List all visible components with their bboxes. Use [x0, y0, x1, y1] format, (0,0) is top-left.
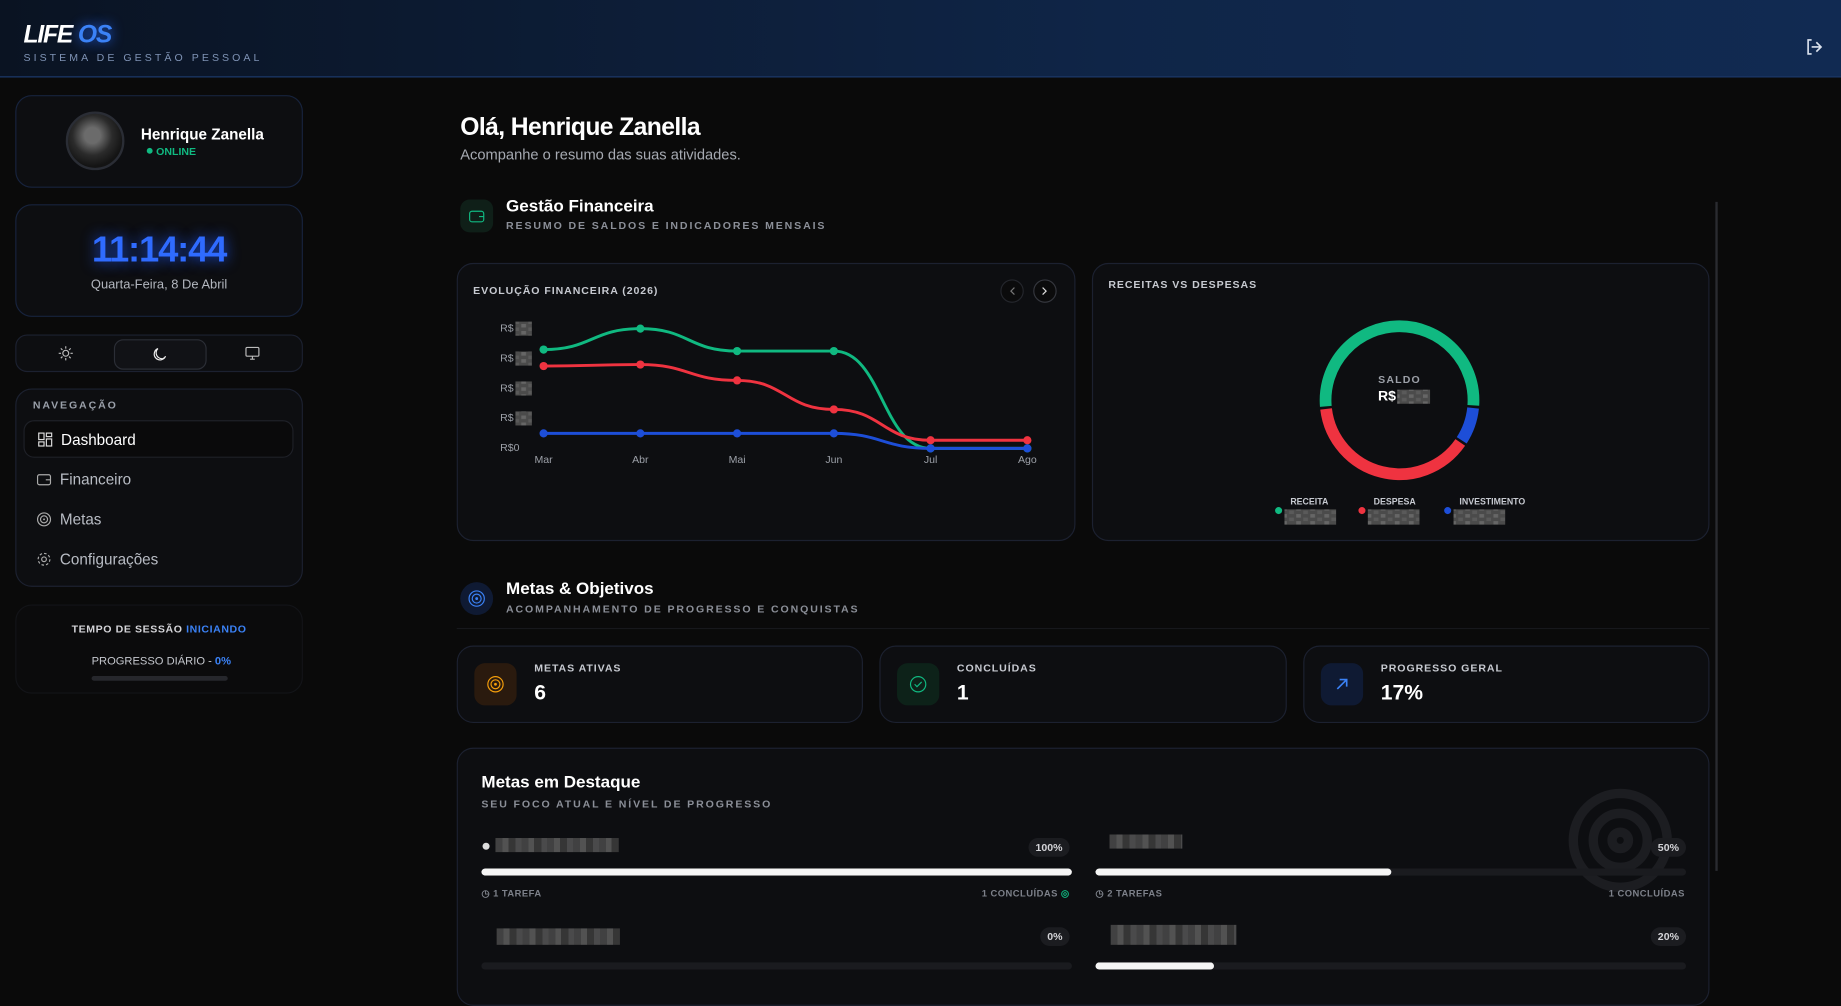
stat-card: PROGRESSO GERAL 17%: [1303, 645, 1710, 723]
stat-icon: [1320, 663, 1364, 706]
goals-subtitle: ACOMPANHAMENTO DE PROGRESSO E CONQUISTAS: [506, 603, 860, 616]
stat-icon: [897, 663, 940, 706]
stat-label: PROGRESSO GERAL: [1380, 661, 1503, 674]
header: LIFE OS SISTEMA DE GESTÃO PESSOAL: [0, 0, 1841, 78]
goal-name: [495, 838, 619, 853]
goal-percent: 0%: [1040, 927, 1070, 947]
goal-percent: 100%: [1028, 838, 1070, 857]
goals-title: Metas & Objetivos: [506, 579, 654, 599]
goal-progress-bar: [1095, 868, 1391, 876]
goal-track: [481, 868, 1072, 876]
finance-icon: [460, 199, 494, 233]
featured-card: Metas em Destaque SEU FOCO ATUAL E NÍVEL…: [456, 747, 1710, 1006]
goals-icon: [460, 582, 494, 616]
goal-name: [1110, 924, 1237, 945]
goal-name: [1109, 834, 1183, 849]
divider: [456, 627, 1710, 630]
stat-label: CONCLUÍDAS: [956, 661, 1037, 674]
goal-track: [481, 962, 1072, 970]
logo-text: LIFE: [23, 21, 73, 49]
nav-item[interactable]: Financeiro: [23, 461, 293, 499]
session: TEMPO DE SESSÃO INICIANDO: [16, 623, 301, 635]
daily-progress-bar: [91, 676, 228, 681]
featured-subtitle: SEU FOCO ATUAL E NÍVEL DE PROGRESSO: [481, 798, 773, 810]
light-theme[interactable]: [58, 345, 74, 361]
system-theme[interactable]: [244, 345, 260, 361]
logo: LIFE OS: [23, 21, 112, 49]
profile-card: Henrique Zanella ONLINE: [15, 95, 303, 188]
stat-card: METAS ATIVAS 6: [456, 645, 863, 723]
nav-item[interactable]: Dashboard: [23, 420, 294, 458]
profile-name: Henrique Zanella: [140, 125, 264, 144]
status-text: ONLINE: [156, 145, 197, 158]
stat-value: 17%: [1380, 680, 1424, 705]
goal-track: [1095, 962, 1687, 970]
nav-item[interactable]: Configurações: [23, 541, 293, 579]
greeting-title: Olá, Henrique Zanella: [460, 113, 701, 141]
nav-label: Configurações: [59, 550, 159, 569]
nav-item[interactable]: Metas: [23, 501, 293, 539]
stat-value: 6: [534, 680, 546, 705]
session-label: TEMPO DE SESSÃO: [71, 623, 183, 635]
nav-title: NAVEGAÇÃO: [32, 399, 118, 411]
goal-progress-bar: [481, 868, 1072, 876]
goal-done-text: 1 CONCLUÍDAS: [1608, 888, 1685, 900]
goal-tasks: ◷ 2 TAREFAS: [1095, 888, 1163, 900]
clock-date: Quarta-Feira, 8 De Abril: [90, 278, 228, 293]
stat-label: METAS ATIVAS: [534, 661, 622, 674]
goal-done: 1 CONCLUÍDAS: [1609, 888, 1685, 899]
logo-subtitle: SISTEMA DE GESTÃO PESSOAL: [23, 51, 263, 64]
goal-name: [496, 928, 620, 945]
goal-tasks-text: 1 TAREFA: [493, 888, 542, 900]
nav-label: Dashboard: [61, 430, 136, 449]
greeting-subtitle: Acompanhe o resumo das suas atividades.: [460, 146, 741, 164]
donut-chart-card: [1091, 262, 1710, 542]
avatar: [65, 111, 125, 171]
clock-time: 11:14:44: [91, 228, 227, 270]
goal-done-text: 1 CONCLUÍDAS: [981, 888, 1058, 900]
line-chart-card: [456, 262, 1076, 542]
goal-done: 1 CONCLUÍDAS ◎: [981, 888, 1070, 900]
featured-title: Metas em Destaque: [481, 773, 641, 793]
logo-accent: OS: [77, 21, 112, 49]
goal-track: [1095, 868, 1687, 876]
finance-title: Gestão Financeira: [506, 197, 654, 216]
goal-percent: 50%: [1650, 838, 1687, 857]
goal-percent: 20%: [1650, 927, 1687, 947]
session-card: TEMPO DE SESSÃO INICIANDO PROGRESSO DIÁR…: [15, 604, 303, 694]
nav-label: Financeiro: [59, 470, 132, 489]
scrollbar[interactable]: [1715, 201, 1718, 871]
stat-value: 1: [956, 680, 969, 705]
finance-subtitle: RESUMO DE SALDOS E INDICADORES MENSAIS: [506, 219, 827, 232]
daily-progress-label: PROGRESSO DIÁRIO -: [91, 654, 212, 668]
goal-tasks: ◷ 1 TAREFA: [481, 888, 542, 900]
nav-label: Metas: [59, 510, 102, 529]
dark-theme[interactable]: [113, 339, 207, 370]
goal-tasks-text: 2 TAREFAS: [1107, 888, 1163, 900]
stat-card: CONCLUÍDAS 1: [879, 645, 1287, 723]
daily-progress-value: 0%: [214, 654, 232, 668]
clock-card: 11:14:44 Quarta-Feira, 8 De Abril: [15, 204, 303, 317]
daily-progress: PROGRESSO DIÁRIO - 0%: [92, 655, 231, 668]
status: ONLINE: [146, 145, 197, 158]
stat-icon: [474, 663, 517, 706]
logout-button[interactable]: [1805, 38, 1824, 57]
goal-progress-bar: [1095, 962, 1214, 970]
session-state: INICIANDO: [186, 623, 247, 635]
goal-dot: [482, 842, 490, 850]
theme-toggle: [15, 334, 303, 373]
